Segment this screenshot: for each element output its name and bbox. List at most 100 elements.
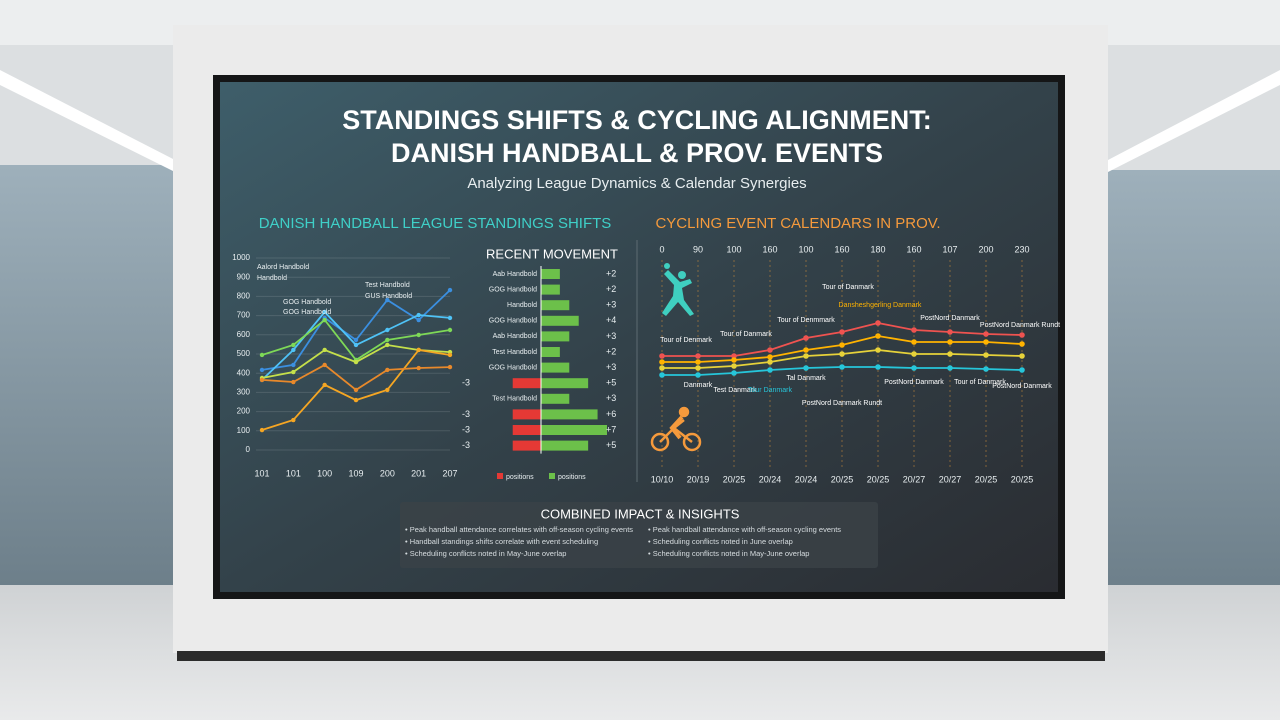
- value-label: +2: [606, 346, 616, 356]
- bar: [541, 425, 607, 435]
- point: [385, 342, 390, 348]
- bar: [541, 362, 570, 373]
- insight: • Peak handball attendance correlates wi…: [405, 525, 633, 534]
- point: [322, 382, 327, 388]
- annotation: PostNord Danmark Rundt: [980, 322, 1060, 329]
- bar: [512, 440, 541, 451]
- bar: [512, 425, 541, 435]
- category-label: Test Handbold: [492, 396, 537, 403]
- chart-title: RECENT MOVEMENT: [486, 246, 618, 261]
- point: [353, 397, 359, 403]
- value-label: +3: [606, 393, 616, 403]
- bar: [541, 269, 560, 279]
- point: [385, 387, 390, 393]
- y-tick-label: 200: [237, 407, 251, 416]
- right-window: [1108, 170, 1280, 590]
- point: [803, 353, 809, 359]
- ceiling-light: [1108, 70, 1280, 172]
- point: [259, 427, 265, 433]
- left-window: [0, 165, 175, 585]
- point: [695, 359, 701, 365]
- category-label: Handbold: [507, 302, 537, 309]
- value-label: -3: [462, 409, 470, 419]
- value-label: +2: [606, 268, 616, 278]
- y-tick-label: 500: [237, 349, 251, 358]
- top-label: 230: [1014, 244, 1029, 254]
- title: STANDINGS SHIFTS & CYCLING ALIGNMENT:: [342, 105, 932, 135]
- annotation: Tour of Danmark: [954, 379, 1006, 386]
- top-label: 160: [834, 244, 849, 254]
- annotation: Tour of Denmark: [660, 337, 712, 344]
- bar: [541, 331, 570, 342]
- point: [353, 342, 359, 348]
- value-label: +4: [606, 315, 616, 325]
- point: [291, 417, 296, 423]
- top-label: 200: [978, 244, 993, 254]
- value-label: +3: [606, 331, 616, 341]
- point: [839, 329, 845, 335]
- point: [322, 362, 327, 368]
- y-tick-label: 1000: [232, 253, 250, 262]
- x-tick-label: 20/25: [1011, 474, 1034, 484]
- point: [291, 379, 296, 385]
- top-label: 0: [659, 244, 664, 254]
- point: [447, 364, 453, 370]
- point: [767, 347, 773, 353]
- insight: • Scheduling conflicts noted in May-June…: [648, 549, 809, 558]
- point: [983, 339, 989, 345]
- point: [983, 366, 989, 372]
- point: [731, 357, 737, 363]
- top-label: 160: [762, 244, 777, 254]
- value-label: -3: [462, 440, 470, 450]
- insights-box: [400, 502, 878, 568]
- point: [803, 365, 809, 371]
- annotation: Tour of Denmmark: [777, 317, 835, 324]
- point: [839, 351, 845, 357]
- point: [947, 339, 953, 345]
- annotation: Tour of Danmark: [822, 284, 874, 291]
- top-label: 100: [726, 244, 741, 254]
- point: [1019, 332, 1025, 338]
- subtitle: Analyzing League Dynamics & Calendar Syn…: [467, 175, 806, 192]
- x-tick-label: 100: [317, 468, 332, 478]
- wall-base: [177, 651, 1105, 661]
- annotation: Tal Danmark: [786, 375, 826, 382]
- bar: [541, 315, 579, 326]
- legend-label: Handbold: [257, 275, 287, 282]
- point: [695, 365, 701, 371]
- top-label: 90: [693, 244, 703, 254]
- x-tick-label: 207: [442, 468, 457, 478]
- point: [259, 377, 265, 383]
- top-label: 107: [942, 244, 957, 254]
- point: [875, 320, 881, 326]
- point: [1019, 353, 1025, 359]
- point: [291, 362, 296, 368]
- chart-title: DANISH HANDBALL LEAGUE STANDINGS SHIFTS: [259, 215, 612, 232]
- point: [447, 327, 453, 333]
- point: [416, 365, 421, 371]
- point: [947, 329, 953, 335]
- category-label: GOG Handbold: [489, 318, 537, 325]
- ceiling-light: [0, 70, 175, 172]
- annotation: PostNord Danmark: [884, 379, 944, 386]
- annotation: Tour Danmark: [748, 387, 792, 394]
- annotation: Dansheshgerling Danmark: [839, 302, 922, 309]
- point: [353, 337, 359, 343]
- point: [911, 365, 917, 371]
- bar: [541, 347, 560, 357]
- point: [983, 331, 989, 337]
- point: [875, 347, 881, 353]
- point: [767, 367, 773, 373]
- point: [416, 317, 421, 323]
- x-tick-label: 200: [380, 468, 395, 478]
- point: [731, 353, 737, 359]
- value-label: +5: [606, 378, 616, 388]
- category-label: Test Handbold: [492, 349, 537, 356]
- point: [1019, 341, 1025, 347]
- x-tick-label: 20/24: [759, 474, 782, 484]
- point: [385, 337, 390, 343]
- y-tick-label: 100: [237, 426, 251, 435]
- point: [803, 347, 809, 353]
- x-tick-label: 20/27: [939, 474, 962, 484]
- insight: • Scheduling conflicts noted in May-June…: [405, 549, 566, 558]
